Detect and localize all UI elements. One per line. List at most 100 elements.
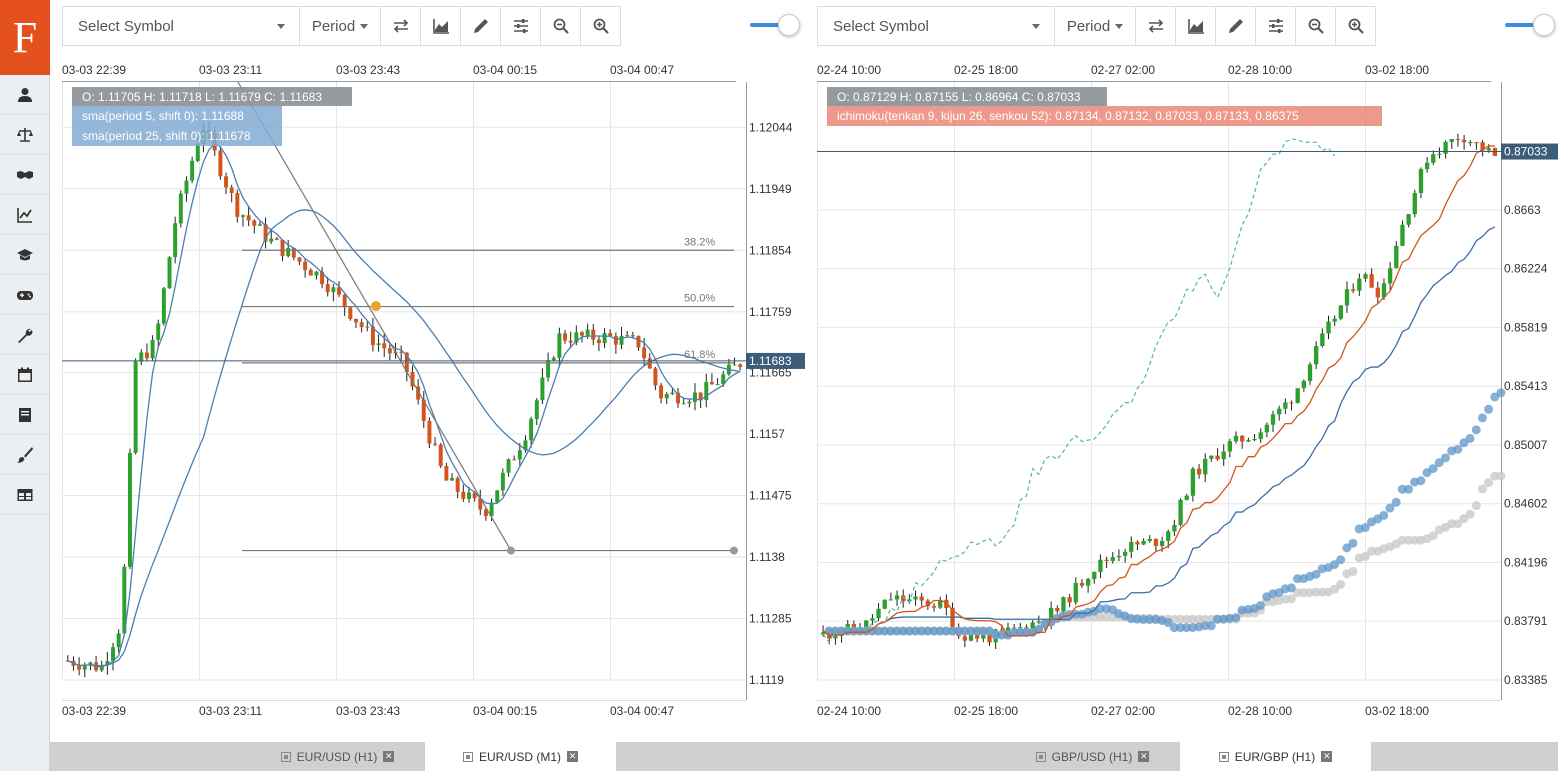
chart-svg[interactable]: 02-24 10:00 02-24 10:00 02-25 18:00 02-25 1… [817,60,1558,720]
sidebar-item-table[interactable] [0,475,49,515]
candle-up [99,665,104,671]
sidebar-item-education[interactable] [0,235,49,275]
swap-button[interactable] [1136,6,1176,46]
candle-up [376,343,381,346]
candle-down [455,478,460,492]
tab-eurusd-h1[interactable]: EUR/USD (H1) ✕ [250,742,425,771]
senkou-a-dot [1403,484,1413,494]
close-icon[interactable]: ✕ [1321,751,1333,762]
candle-up [681,403,686,405]
x-axis-label-top: 03-03 22:39 [62,63,126,77]
trend-line [237,81,512,551]
sidebar-item-calendar[interactable] [0,355,49,395]
candle-up [466,492,471,499]
senkou-a-dot [1095,604,1105,614]
candle-up [1363,274,1368,279]
chart-svg[interactable]: 03-03 22:39 03-03 22:39 03-03 23:11 03-03 2… [62,60,806,720]
tab-label: GBP/USD (H1) [1051,749,1133,764]
senkou-a-dot [1138,615,1148,625]
senkou-a-dot [1169,623,1179,633]
candle-up [190,160,195,181]
candle-up [173,223,178,258]
tab-eurgbp-h1[interactable]: EUR/GBP (H1) ✕ [1180,742,1371,771]
candle-down [676,392,681,404]
candle-up [523,440,528,451]
zoom-out-button[interactable] [541,6,581,46]
candle-up [1110,557,1115,561]
indicators-button[interactable] [421,6,461,46]
candle-up [1326,321,1331,334]
senkou-b-dot [1447,519,1457,529]
senkou-a-dot [947,626,957,636]
candle-up [161,288,166,324]
candle-up [1412,192,1417,215]
draw-button[interactable] [1216,6,1256,46]
x-axis-label-top: 03-04 00:47 [610,63,674,77]
zoom-in-button[interactable] [581,6,621,46]
senkou-a-dot [1200,621,1210,631]
senkou-b-dot [1286,594,1296,604]
sidebar-item-charts[interactable] [0,195,49,235]
last-price-tag [746,352,806,369]
senkou-a-dot [935,626,945,636]
senkou-b-dot [1095,612,1105,622]
senkou-a-dot [941,626,951,636]
symbol-select[interactable]: Select Symbol [817,6,1055,46]
zoom-out-button[interactable] [1296,6,1336,46]
candle-down [1135,541,1140,545]
sidebar-item-partners[interactable] [0,155,49,195]
candle-up [1314,345,1319,365]
indicators-button[interactable] [1176,6,1216,46]
candle-up [585,329,590,336]
candle-up [534,400,539,419]
symbol-select[interactable]: Select Symbol [62,6,300,46]
candle-down [1375,287,1380,298]
sidebar-item-journal[interactable] [0,395,49,435]
tab-eurusd-m1[interactable]: EUR/USD (M1) ✕ [425,742,616,771]
chart-plot-area[interactable]: 02-24 10:00 02-24 10:00 02-25 18:00 02-25 1… [817,60,1558,720]
tab-gbpusd-h1[interactable]: GBP/USD (H1) ✕ [1005,742,1180,771]
candle-up [1252,439,1257,441]
y-axis-label: 1.11665 [749,366,792,380]
swap-button[interactable] [381,6,421,46]
app-logo[interactable]: F [0,0,50,75]
chart-panel-left: Select Symbol Period 03-03 22:39 03-03 22… [50,0,806,742]
sidebar-item-brokers[interactable] [0,115,49,155]
candle-up [167,257,172,289]
senkou-a-dot [1496,388,1506,398]
candle-down [280,239,285,257]
sidebar-item-account[interactable] [0,75,49,115]
candle-up [1246,440,1251,442]
settings-button[interactable] [501,6,541,46]
zoom-in-button[interactable] [1336,6,1376,46]
chart-toggle[interactable] [1505,14,1555,36]
close-icon[interactable]: ✕ [567,751,578,762]
candle-up [184,180,189,194]
chart-toggle[interactable] [750,14,800,36]
senkou-a-dot [1484,404,1494,414]
settings-button[interactable] [1256,6,1296,46]
candle-down [421,399,426,421]
senkou-a-dot [1471,425,1481,435]
swap-arrows-icon [1148,19,1163,33]
chart-plot-area[interactable]: 03-03 22:39 03-03 22:39 03-03 23:11 03-03 2… [62,60,806,720]
senkou-a-dot [1206,621,1216,631]
x-axis-label-bottom: 02-28 10:00 [1228,704,1292,718]
sidebar-item-tools[interactable] [0,315,49,355]
candle-up [1030,622,1035,632]
period-dropdown[interactable]: Period [300,6,381,46]
sidebar-item-themes[interactable] [0,435,49,475]
y-axis-label: 1.11949 [749,182,792,196]
draw-button[interactable] [461,6,501,46]
period-dropdown[interactable]: Period [1055,6,1136,46]
candle-down [999,629,1004,631]
zoom-in-icon [1348,18,1364,34]
candle-down [653,368,658,386]
balance-scale-icon [16,127,33,142]
y-axis-label: 1.1119 [749,673,784,687]
close-icon[interactable]: ✕ [383,751,395,762]
close-icon[interactable]: ✕ [1138,751,1150,762]
candle-up [913,596,918,600]
candle-down [353,318,358,323]
sidebar-item-games[interactable] [0,275,49,315]
